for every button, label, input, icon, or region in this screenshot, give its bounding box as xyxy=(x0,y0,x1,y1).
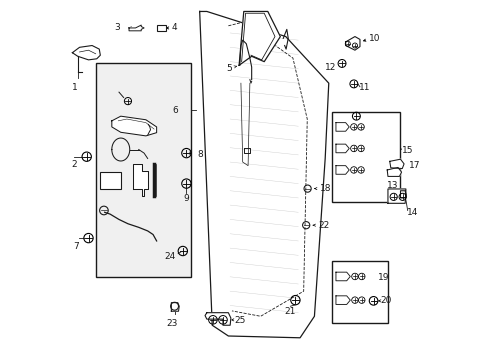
Polygon shape xyxy=(335,272,349,281)
Polygon shape xyxy=(129,25,144,31)
Text: 17: 17 xyxy=(408,161,419,170)
Text: 12: 12 xyxy=(325,63,336,72)
Text: 24: 24 xyxy=(164,252,175,261)
Text: 19: 19 xyxy=(377,273,388,282)
Polygon shape xyxy=(335,296,349,305)
Text: 21: 21 xyxy=(284,307,296,316)
Polygon shape xyxy=(112,116,156,136)
Text: 11: 11 xyxy=(359,83,370,92)
Polygon shape xyxy=(171,303,179,311)
Polygon shape xyxy=(335,166,348,174)
Text: 5: 5 xyxy=(225,64,231,73)
Text: 6: 6 xyxy=(172,105,178,114)
Bar xyxy=(332,112,400,202)
Text: 3: 3 xyxy=(114,23,120,32)
Text: 14: 14 xyxy=(406,208,417,217)
Bar xyxy=(100,172,121,189)
Text: 15: 15 xyxy=(401,146,412,155)
Polygon shape xyxy=(386,167,401,176)
Polygon shape xyxy=(335,123,348,131)
Text: 25: 25 xyxy=(234,316,245,325)
Polygon shape xyxy=(345,37,359,50)
Text: 4: 4 xyxy=(172,23,177,32)
Text: 13: 13 xyxy=(386,181,397,190)
Text: 20: 20 xyxy=(379,296,390,305)
Text: 16: 16 xyxy=(361,115,372,124)
Polygon shape xyxy=(389,159,403,168)
Text: 9: 9 xyxy=(183,194,189,203)
Polygon shape xyxy=(72,45,100,60)
Text: 8: 8 xyxy=(197,150,203,159)
Polygon shape xyxy=(199,12,328,338)
Text: 7: 7 xyxy=(73,242,79,251)
Text: 1: 1 xyxy=(72,83,78,92)
Text: 22: 22 xyxy=(317,221,328,230)
Polygon shape xyxy=(133,164,147,196)
Polygon shape xyxy=(335,144,348,153)
Text: 18: 18 xyxy=(319,184,331,193)
Text: 10: 10 xyxy=(368,34,380,43)
Text: 23: 23 xyxy=(165,319,177,328)
Polygon shape xyxy=(387,189,405,203)
Polygon shape xyxy=(239,12,280,65)
Text: 2: 2 xyxy=(71,160,77,169)
Bar xyxy=(156,25,165,31)
Bar xyxy=(96,63,190,277)
Polygon shape xyxy=(204,313,230,325)
Bar xyxy=(332,261,387,323)
